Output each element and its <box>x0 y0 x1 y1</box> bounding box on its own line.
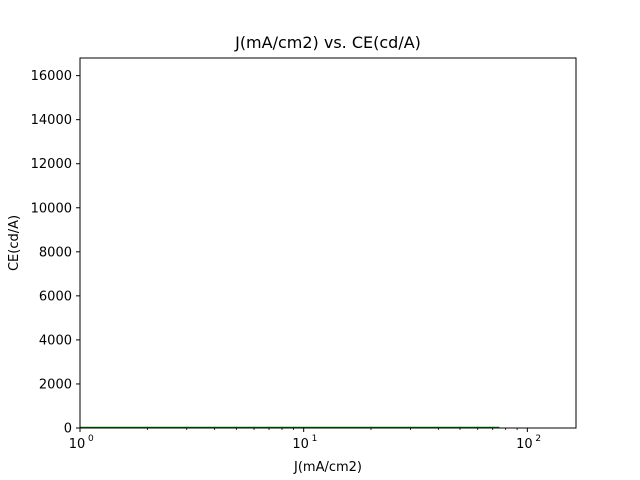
y-tick-label: 6000 <box>39 289 72 304</box>
y-tick-label: 12000 <box>31 157 72 172</box>
chart-title: J(mA/cm2) vs. CE(cd/A) <box>234 33 421 52</box>
x-tick-exponent: 0 <box>88 434 94 444</box>
x-axis-label: J(mA/cm2) <box>293 460 362 475</box>
x-tick-exponent: 1 <box>312 434 318 444</box>
y-axis-label: CE(cd/A) <box>7 215 22 271</box>
y-tick-label: 16000 <box>31 69 72 84</box>
y-tick-label: 2000 <box>39 377 72 392</box>
y-tick-label: 8000 <box>39 245 72 260</box>
y-tick-label: 4000 <box>39 333 72 348</box>
plot-frame <box>79 57 577 429</box>
x-tick-label: 10 <box>69 437 86 452</box>
y-tick-label: 14000 <box>31 113 72 128</box>
y-tick-label: 0 <box>64 422 72 437</box>
x-tick-exponent: 2 <box>535 434 541 444</box>
x-tick-label: 10 <box>516 437 533 452</box>
x-tick-label: 10 <box>292 437 309 452</box>
plot-area <box>80 58 576 428</box>
y-tick-label: 10000 <box>31 201 72 216</box>
